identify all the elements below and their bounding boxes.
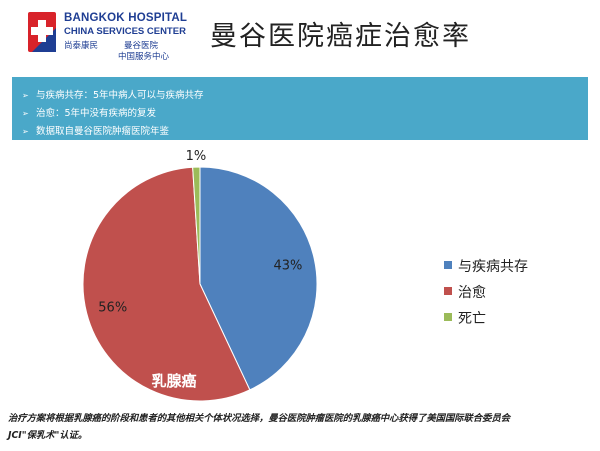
logo-text-line1: BANGKOK HOSPITAL (64, 12, 188, 24)
legend-label: 与疾病共存 (458, 259, 528, 275)
chart-annotation: 乳腺癌 (151, 372, 196, 390)
logo-cn-right2: 中国服务中心 (118, 52, 170, 62)
legend-swatch (444, 313, 452, 321)
pie-slice (192, 166, 201, 285)
footer-line1: 治疗方案将根据乳腺癌的阶段和患者的其他相关个体状况选择，曼谷医院肿瘤医院的乳腺癌… (8, 413, 511, 424)
pie-slice (82, 166, 251, 402)
legend-swatch (444, 261, 452, 269)
banner-item-text: 治愈：5年中没有疾病的复发 (36, 108, 157, 119)
banner-item: ➢ 治愈：5年中没有疾病的复发 (22, 105, 156, 121)
legend-label: 死亡 (458, 311, 486, 327)
banner-item: ➢ 与疾病共存：5年中病人可以与疾病共存 (22, 87, 204, 103)
pie-slice-label: 43% (273, 258, 302, 273)
footer-line2: JCI"保乳术"认证。 (8, 430, 88, 441)
hospital-logo: BANGKOK HOSPITAL CHINA SERVICES CENTER 尚… (28, 12, 203, 62)
header: BANGKOK HOSPITAL CHINA SERVICES CENTER 尚… (0, 0, 600, 62)
banner-item-text: 数据取自曼谷医院肿瘤医院年鉴 (36, 126, 170, 137)
pie-slice-label: 1% (186, 149, 207, 164)
banner-item: ➢ 数据取自曼谷医院肿瘤医院年鉴 (22, 123, 169, 139)
footer-note: 治疗方案将根据乳腺癌的阶段和患者的其他相关个体状况选择，曼谷医院肿瘤医院的乳腺癌… (8, 410, 593, 444)
logo-cn-left: 尚泰康民 (64, 41, 99, 51)
bullet-arrow-icon: ➢ (22, 109, 29, 118)
legend-label: 治愈 (458, 285, 486, 301)
pie-slice (199, 166, 318, 391)
banner-item-text: 与疾病共存：5年中病人可以与疾病共存 (36, 90, 204, 101)
page-title: 曼谷医院癌症治愈率 (210, 21, 471, 52)
logo-text-line2: CHINA SERVICES CENTER (64, 26, 186, 37)
bullet-arrow-icon: ➢ (22, 127, 29, 136)
bullet-arrow-icon: ➢ (22, 91, 29, 100)
legend-swatch (444, 287, 452, 295)
hospital-cross-icon (28, 12, 56, 52)
info-banner: ➢ 与疾病共存：5年中病人可以与疾病共存 ➢ 治愈：5年中没有疾病的复发 ➢ 数据取自… (12, 77, 588, 140)
pie-slice-label: 56% (98, 300, 127, 315)
logo-cn-right1: 曼谷医院 (124, 41, 159, 51)
